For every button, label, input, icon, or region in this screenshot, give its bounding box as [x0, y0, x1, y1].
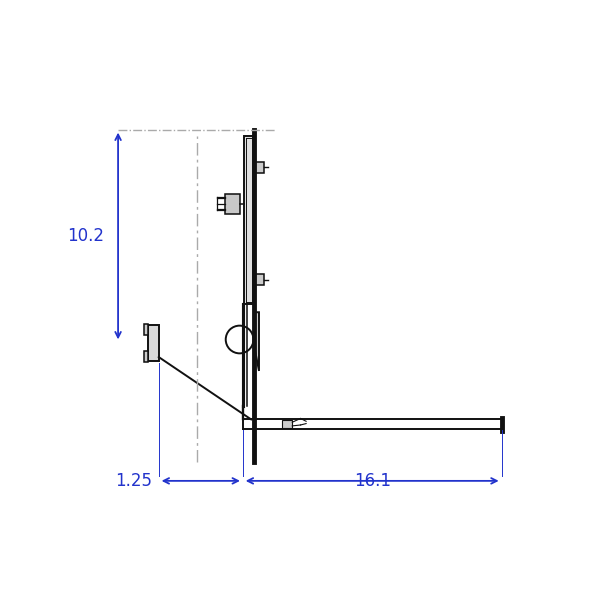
Polygon shape [148, 325, 159, 361]
Text: 16.1: 16.1 [353, 472, 391, 490]
Text: 1.25: 1.25 [115, 472, 152, 490]
Polygon shape [254, 312, 259, 371]
Polygon shape [253, 161, 263, 173]
Polygon shape [145, 324, 148, 335]
Polygon shape [282, 421, 292, 428]
Polygon shape [145, 350, 148, 362]
Text: 10.2: 10.2 [67, 227, 104, 245]
Polygon shape [244, 136, 253, 304]
Polygon shape [225, 194, 239, 214]
Polygon shape [253, 274, 263, 286]
